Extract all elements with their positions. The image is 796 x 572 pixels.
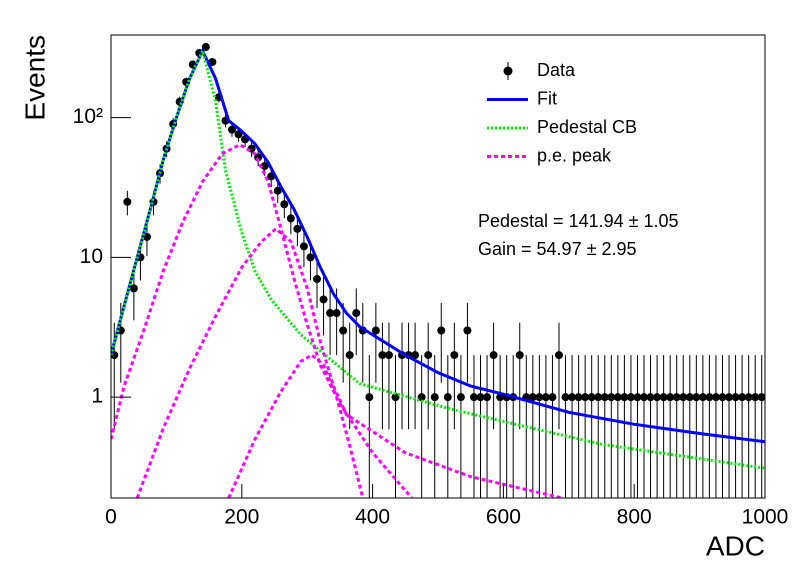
data-point [260, 162, 269, 171]
data-point [574, 393, 583, 402]
data-point [234, 130, 243, 139]
data-point [757, 393, 765, 402]
data-point [201, 43, 210, 52]
data-point [535, 393, 544, 402]
data-point [332, 309, 341, 318]
x-tick-label: 600 [486, 506, 521, 529]
data-point [227, 125, 236, 134]
data-point [751, 393, 760, 402]
x-tick-label: 800 [617, 506, 652, 529]
data-point [456, 393, 465, 402]
data-point [365, 393, 374, 402]
y-tick-label: 10² [73, 105, 103, 128]
data-point [725, 393, 734, 402]
y-tick-label: 10 [80, 245, 103, 268]
x-tick-label: 200 [224, 506, 259, 529]
data-point [568, 393, 577, 402]
data-point [378, 351, 387, 360]
data-point [672, 393, 681, 402]
data-point [469, 393, 478, 402]
annotation: Pedestal = 141.94 ± 1.05 [478, 211, 679, 231]
data-point [483, 393, 492, 402]
data-point [685, 393, 694, 402]
data-point [443, 393, 452, 402]
data-point [286, 214, 295, 223]
data-point [594, 393, 603, 402]
y-tick-label: 1 [91, 385, 103, 408]
data-point [698, 393, 707, 402]
data-point [424, 351, 433, 360]
data-point [129, 284, 138, 293]
data-point [299, 242, 308, 251]
legend-label: Data [537, 60, 576, 80]
data-point [476, 393, 485, 402]
data-point [587, 393, 596, 402]
data-point [515, 351, 524, 360]
x-tick-label: 0 [105, 506, 117, 529]
data-point [711, 393, 720, 402]
data-point [626, 393, 635, 402]
data-point [489, 351, 498, 360]
data-point [731, 393, 740, 402]
x-axis-title: ADC [706, 530, 765, 561]
data-point [561, 393, 570, 402]
data-point [554, 351, 563, 360]
data-point [417, 393, 426, 402]
x-tick-label: 1000 [742, 506, 789, 529]
data-point [391, 393, 400, 402]
annotation: Gain = 54.97 ± 2.95 [478, 239, 637, 259]
data-point [613, 393, 622, 402]
data-point [666, 393, 675, 402]
data-point [640, 393, 649, 402]
data-point [384, 351, 393, 360]
data-point [371, 326, 380, 335]
data-point [692, 393, 701, 402]
data-point [581, 393, 590, 402]
data-point [620, 393, 629, 402]
data-point [705, 393, 714, 402]
data-point [679, 393, 688, 402]
data-point [659, 393, 668, 402]
data-point [123, 197, 132, 206]
x-tick-label: 400 [355, 506, 390, 529]
fit-curve [111, 47, 765, 444]
plot-area [111, 43, 765, 498]
data-point [646, 393, 655, 402]
data-point [280, 200, 289, 209]
data-point [528, 393, 537, 402]
data-point [607, 393, 616, 402]
data-point [744, 393, 753, 402]
data-point [718, 393, 727, 402]
data-point [450, 351, 459, 360]
data-point [430, 393, 439, 402]
data-point [463, 326, 472, 335]
data-point [142, 232, 151, 241]
data-point [345, 351, 354, 360]
data-point [273, 186, 282, 195]
legend-label: p.e. peak [537, 145, 612, 165]
data-point [319, 295, 328, 304]
data-point [738, 393, 747, 402]
data-point [313, 275, 322, 284]
fit-curve [111, 46, 765, 470]
data-point [326, 309, 335, 318]
data-point [293, 224, 302, 233]
data-point [541, 393, 550, 402]
data-point [411, 351, 420, 360]
data-point [339, 326, 348, 335]
data-point [633, 393, 642, 402]
fit-curve [111, 142, 563, 498]
data-point [548, 393, 557, 402]
data-point [653, 393, 662, 402]
data-point [600, 393, 609, 402]
data-point [437, 326, 446, 335]
frame [110, 34, 766, 499]
data-point [306, 253, 315, 262]
legend-label: Fit [537, 88, 557, 108]
data-point [352, 309, 361, 318]
y-axis-title: Events [19, 35, 50, 121]
legend-label: Pedestal CB [537, 117, 637, 137]
legend-marker [503, 66, 513, 76]
